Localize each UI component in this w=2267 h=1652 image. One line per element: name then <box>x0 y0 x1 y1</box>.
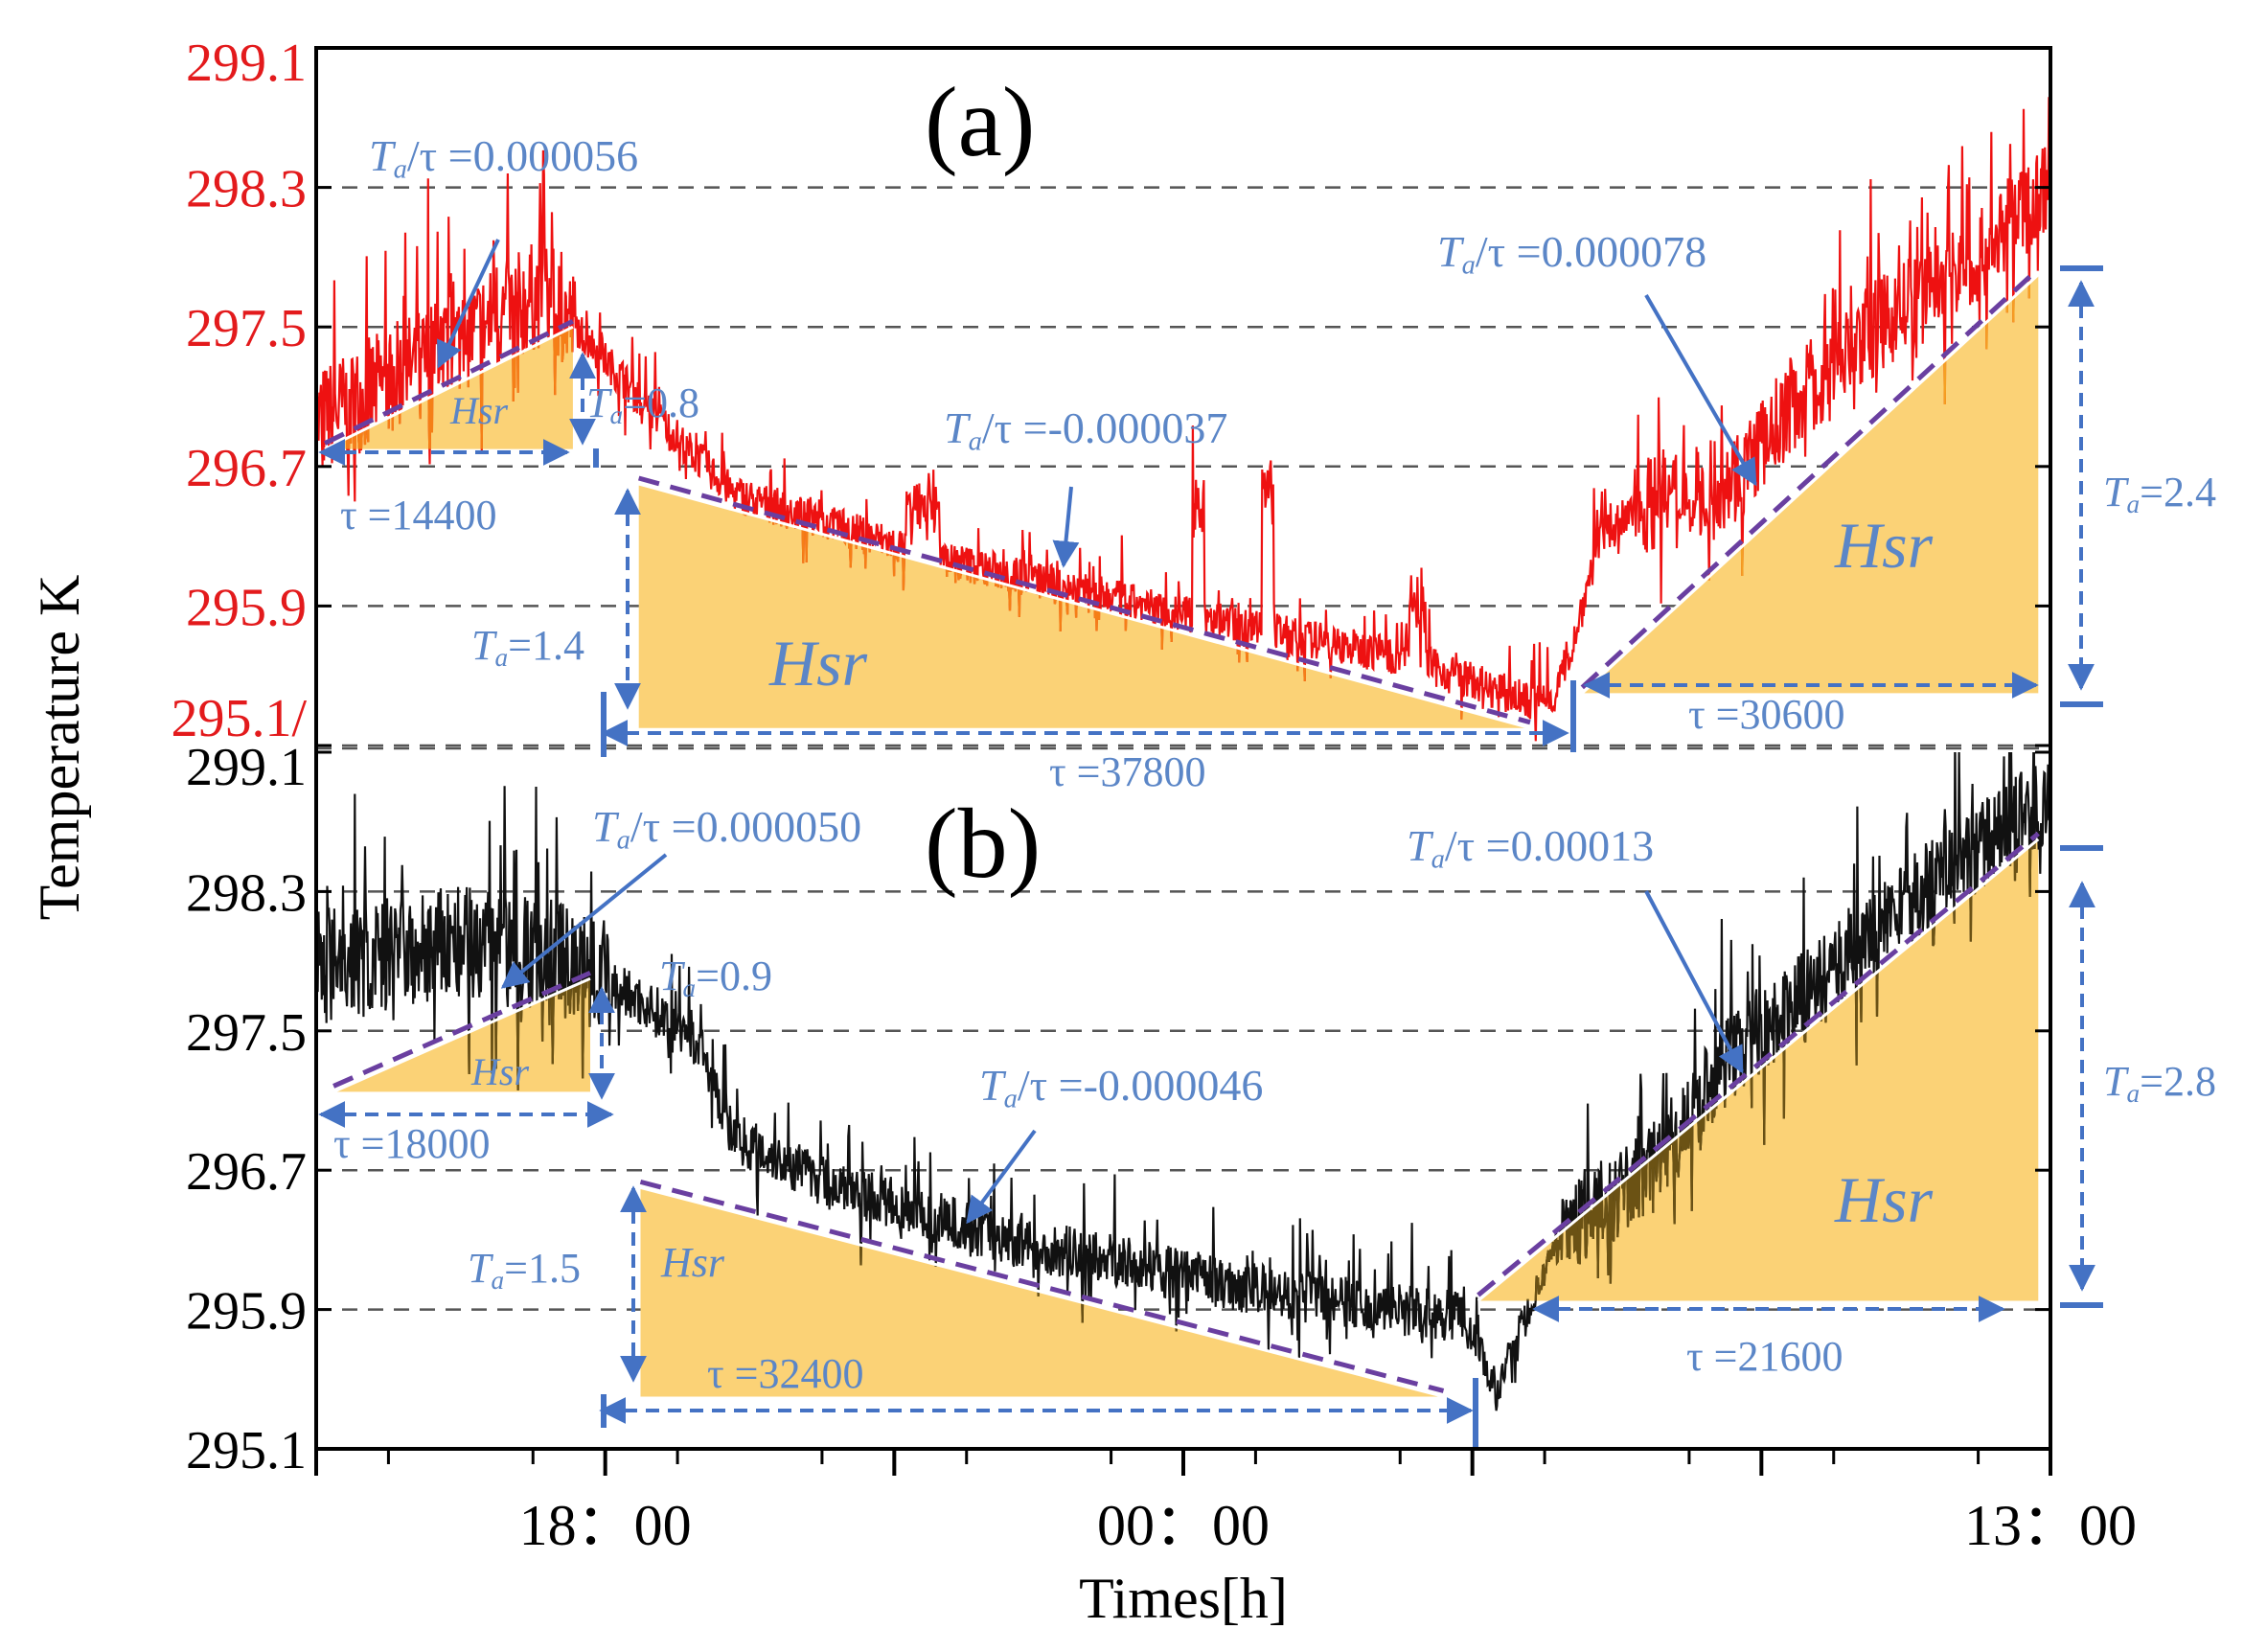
hsr-triangle <box>333 978 590 1092</box>
trend-line <box>323 318 574 446</box>
annotation-label: Ta=1.4 <box>471 622 584 672</box>
hsr-label: Hsr <box>470 1050 529 1093</box>
panel-label: (b) <box>925 789 1041 899</box>
annotation-label: τ =14400 <box>340 492 497 539</box>
pointer-arrow <box>437 239 500 369</box>
y-tick-label: 298.3 <box>186 160 307 219</box>
annotation-label: Ta=0.9 <box>659 952 772 1002</box>
annotations <box>318 239 2103 1449</box>
hsr-label: Hsr <box>660 1239 725 1286</box>
annotation-label: Ta=0.8 <box>586 379 699 429</box>
axes <box>314 46 2052 1476</box>
pointer-arrow <box>1644 293 1757 487</box>
hypotenuse <box>1581 273 2040 695</box>
y-tick-label: 297.5 <box>186 299 307 358</box>
x-tick-label: 00：00 <box>1097 1494 1270 1557</box>
annotation-label: τ =30600 <box>1688 691 1845 738</box>
annotation-label: Ta/τ =0.000056 <box>369 131 638 184</box>
annotation-label: Ta/τ =-0.000037 <box>944 403 1227 456</box>
trend-line <box>332 970 591 1089</box>
y-tick-label: 297.5 <box>186 1003 307 1063</box>
series-line <box>316 97 2050 742</box>
series-line <box>316 752 2050 1411</box>
trend-line <box>637 475 1531 725</box>
trend-line <box>639 1179 1445 1393</box>
temperature-series <box>316 97 2050 1411</box>
y-tick-label: 296.7 <box>186 1142 307 1202</box>
y-tick-label: 298.3 <box>186 863 307 923</box>
hypotenuse <box>638 482 1531 730</box>
y-tick-label: 295.9 <box>186 1282 307 1342</box>
panel-label: (a) <box>925 67 1035 177</box>
y-tick-label: 299.1 <box>186 34 307 93</box>
hypotenuse <box>1477 837 2040 1302</box>
hsr-label: Hsr <box>1834 509 1934 582</box>
annotation-label: τ =18000 <box>333 1120 491 1167</box>
annotation-label: τ =32400 <box>707 1350 864 1397</box>
y-axis-title: Temperature K <box>28 575 91 921</box>
annotation-label: Ta/τ =0.000078 <box>1437 227 1706 280</box>
x-tick-label: 13：00 <box>1964 1494 2137 1557</box>
hsr-label: Hsr <box>768 627 868 700</box>
trend-line <box>1477 831 2040 1297</box>
y-tick-label: 295.1/ <box>171 689 307 748</box>
annotation-label: Ta/τ =0.000050 <box>592 802 861 855</box>
y-tick-label: 296.7 <box>186 439 307 498</box>
hypotenuse <box>324 325 574 450</box>
x-axis-title: Times[h] <box>1079 1567 1288 1630</box>
pointer-arrow <box>1644 890 1744 1074</box>
hsr-label: Hsr <box>1834 1163 1934 1236</box>
annotation-label: Ta/τ =0.00013 <box>1407 821 1654 874</box>
annotation-label: Ta/τ =-0.000046 <box>979 1061 1263 1113</box>
y-tick-label: 299.1 <box>186 738 307 797</box>
annotation-label: τ =21600 <box>1686 1333 1843 1380</box>
trend-line <box>1580 266 2041 690</box>
y-tick-label: 295.9 <box>186 578 307 637</box>
y-tick-label: 295.1 <box>186 1421 307 1480</box>
annotation-label: Ta=1.5 <box>468 1245 581 1295</box>
pointer-arrow <box>1052 486 1080 568</box>
annotation-label: τ =37800 <box>1049 748 1206 795</box>
hypotenuse <box>332 976 591 1093</box>
pointer-arrow <box>500 853 668 989</box>
annotation-label: Ta=2.8 <box>2103 1058 2216 1108</box>
hypotenuse <box>640 1185 1444 1398</box>
chart-text: 299.1 298.3 297.5 296.7 295.9 295.1/299.1 298.… <box>28 34 2216 1630</box>
annotation-label: Ta=2.4 <box>2103 469 2216 518</box>
pointer-arrow <box>966 1129 1037 1225</box>
hsr-label: Hsr <box>449 389 508 432</box>
x-tick-label: 18：00 <box>519 1494 692 1557</box>
